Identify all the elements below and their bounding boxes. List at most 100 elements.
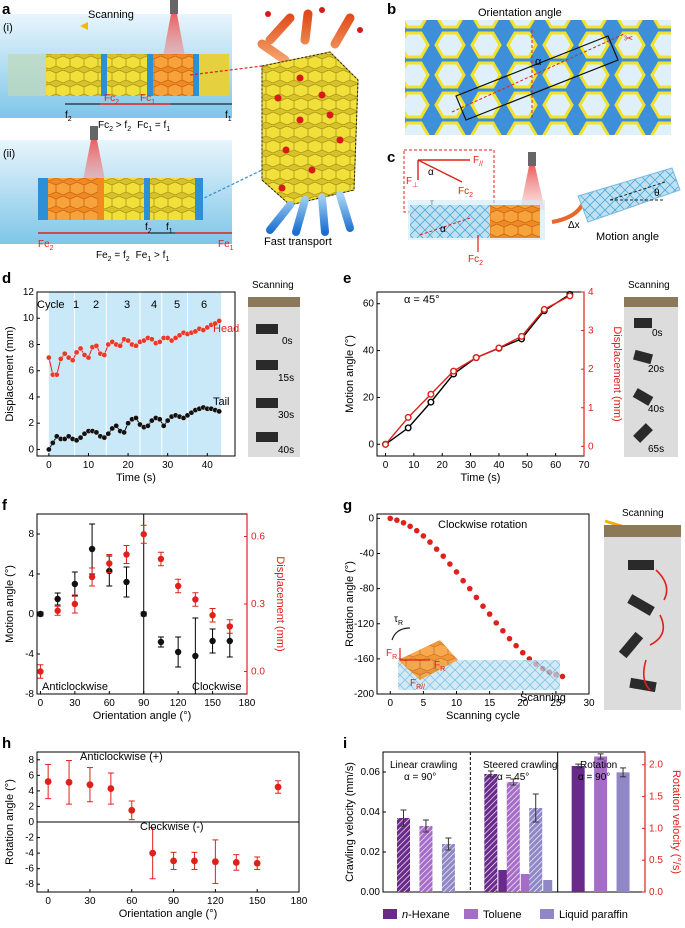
data-point bbox=[466, 585, 473, 592]
tau-g: τR bbox=[394, 614, 403, 627]
y-tick-label: -8 bbox=[25, 879, 34, 890]
data-point bbox=[566, 292, 574, 300]
y2-axis-label: Displacement (mm) bbox=[274, 556, 286, 651]
data-point bbox=[106, 560, 113, 567]
x-tick-label: 0 bbox=[46, 460, 52, 471]
data-point bbox=[54, 433, 60, 440]
data-point bbox=[500, 627, 506, 634]
data-point bbox=[473, 594, 480, 601]
y-tick-label: 2 bbox=[28, 418, 34, 429]
data-point bbox=[450, 367, 458, 375]
sample bbox=[633, 349, 653, 365]
data-point bbox=[77, 345, 84, 352]
bar-nhexane bbox=[571, 766, 585, 892]
data-point bbox=[85, 354, 92, 361]
data-point bbox=[77, 434, 84, 441]
data-point bbox=[88, 573, 96, 581]
x-tick-label: 90 bbox=[138, 698, 150, 709]
data-point bbox=[145, 423, 151, 429]
ruler bbox=[624, 297, 678, 307]
x-tick-label: 30 bbox=[162, 460, 174, 471]
data-point bbox=[191, 857, 198, 865]
sample bbox=[256, 432, 278, 442]
data-point bbox=[137, 421, 143, 428]
cut-rectangle bbox=[455, 35, 619, 121]
f1b-label: f1 bbox=[166, 222, 173, 235]
data-point bbox=[86, 781, 94, 789]
bar-hatch bbox=[529, 808, 543, 892]
orientation-title: Orientation angle bbox=[478, 7, 562, 19]
label-i: (i) bbox=[3, 22, 13, 34]
y2-tick-label: 1.0 bbox=[649, 823, 663, 834]
data-point bbox=[209, 637, 216, 645]
data-point bbox=[50, 440, 56, 446]
y2-tick-label: 0 bbox=[588, 441, 594, 452]
x-tick-label: 70 bbox=[578, 460, 590, 471]
x-tick-label: 150 bbox=[204, 698, 221, 709]
y-axis-label: Motion angle (°) bbox=[344, 335, 356, 413]
panel-label-f: f bbox=[2, 497, 8, 514]
data-point bbox=[404, 413, 412, 421]
chart-g: 0 5 10 15 20 25 30 0 -40 -80 -120 -160 -200 Scanning … bbox=[344, 513, 595, 722]
cycle-4: 4 bbox=[151, 299, 157, 311]
y-axis-label: Rotation angle (°) bbox=[344, 561, 356, 647]
time-label: 40s bbox=[648, 404, 664, 415]
y-tick-label: 0.06 bbox=[361, 767, 381, 778]
fe1-label: Fe1 bbox=[218, 239, 234, 252]
y-axis-label: Crawling velocity (mm/s) bbox=[344, 762, 356, 882]
y2-tick-label: 0.5 bbox=[649, 855, 663, 866]
data-point bbox=[109, 339, 116, 345]
data-point bbox=[149, 336, 155, 343]
f2b-label: f2 bbox=[145, 222, 152, 235]
panel-label-d: d bbox=[2, 270, 11, 287]
fr-par-label: FR// bbox=[410, 678, 425, 691]
chart-h: 0 30 60 90 120 150 180 -8 -6 -4 -2 0 2 4 6 8 Orientation… bbox=[4, 751, 308, 920]
molecules bbox=[265, 7, 363, 192]
time-label: 40s bbox=[278, 445, 294, 456]
scissors-icon: ✂ bbox=[624, 33, 633, 45]
x-tick-label: 30 bbox=[583, 698, 595, 709]
y-tick-label: 4 bbox=[28, 786, 34, 797]
plot-frame bbox=[36, 513, 248, 695]
data-point bbox=[519, 649, 526, 656]
data-point bbox=[164, 417, 171, 424]
photo-strip-e: Scanning 0s 20s 40s 65s bbox=[624, 280, 678, 457]
fperp-label: F⊥ bbox=[406, 176, 418, 189]
data-point bbox=[174, 648, 182, 656]
data-point bbox=[101, 434, 108, 441]
x-tick-label: 10 bbox=[451, 698, 463, 709]
x-tick-label: 25 bbox=[550, 698, 562, 709]
data-point bbox=[140, 610, 147, 618]
x-tick-label: 20 bbox=[123, 460, 135, 471]
legend-swatch-toluene bbox=[464, 909, 478, 919]
arrow-head-icon bbox=[80, 22, 88, 30]
time-label: 20s bbox=[648, 364, 664, 375]
x-tick-label: 180 bbox=[239, 698, 256, 709]
y-tick-label: -6 bbox=[25, 864, 34, 875]
x-tick-label: 30 bbox=[69, 698, 81, 709]
data-point bbox=[184, 412, 191, 419]
data-point bbox=[54, 371, 60, 378]
pointer-line bbox=[199, 169, 263, 201]
y-tick-label: 60 bbox=[363, 299, 375, 310]
data-point bbox=[518, 332, 526, 340]
y-tick-label: 8 bbox=[28, 339, 34, 350]
panel-label-b: b bbox=[387, 1, 396, 18]
steered-crawling-label: Steered crawling bbox=[483, 760, 557, 771]
ruler bbox=[248, 297, 300, 307]
data-point bbox=[400, 519, 407, 526]
clockwise-f: Clockwise bbox=[192, 681, 242, 693]
data-point bbox=[71, 600, 79, 608]
bar-hatch bbox=[484, 774, 498, 892]
data-point bbox=[125, 337, 131, 344]
time-label: 15s bbox=[278, 373, 294, 384]
data-point bbox=[387, 515, 394, 522]
alpha-c2: α bbox=[440, 224, 446, 235]
legend-swatch-hexane bbox=[383, 909, 397, 919]
y2-tick-label: 0.6 bbox=[251, 532, 265, 543]
sample bbox=[256, 398, 278, 408]
x-axis-label: Scanning cycle bbox=[446, 710, 520, 722]
data-point bbox=[160, 423, 167, 429]
sample bbox=[629, 677, 657, 693]
